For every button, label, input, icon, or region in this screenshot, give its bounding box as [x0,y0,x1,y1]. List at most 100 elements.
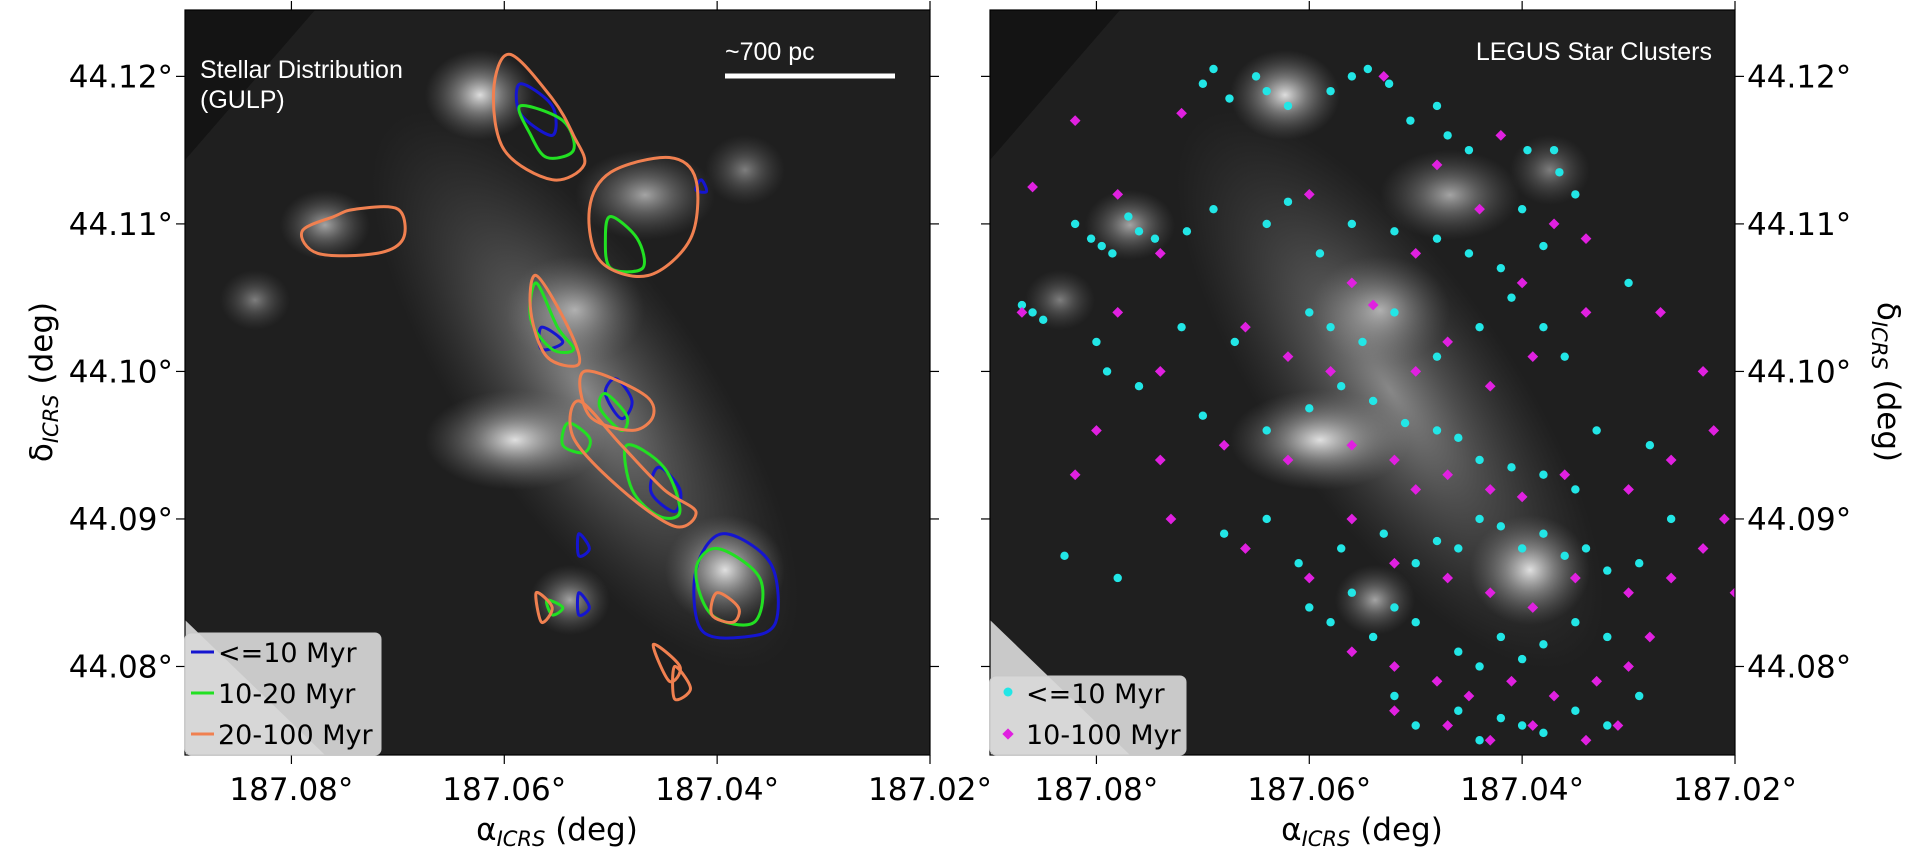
left-panel-title-line1: Stellar Distribution [200,56,403,84]
right-x-tick-label: 187.06° [1247,772,1371,808]
left-y-tick-label: 44.11° [69,207,173,243]
cluster-point-old [1463,690,1475,702]
right-panel-title: LEGUS Star Clusters [1476,38,1712,66]
cluster-point-young [1454,433,1463,443]
left-legend: <=10 Myr 10-20 Myr 20-100 Myr [184,632,382,756]
cluster-point-young [1390,227,1399,236]
cluster-point-young [1443,131,1452,140]
cluster-point-old [1091,425,1102,436]
cluster-point-old [1718,513,1730,525]
contour-old [587,155,700,278]
cluster-point-young [1603,632,1612,642]
cluster-point-old [1112,307,1124,318]
cluster-point-young [1496,632,1506,642]
cluster-point-young [1124,212,1133,221]
cluster-point-young [1539,322,1548,332]
cluster-point-old [1580,734,1592,746]
right-panel-background [990,10,1735,755]
cluster-point-old [1655,307,1666,318]
cluster-point-young [1347,588,1357,597]
cluster-point-young [1305,308,1314,317]
contour-old [671,664,693,702]
cluster-point-old [1612,720,1624,731]
cluster-point-young [1092,337,1101,347]
cluster-point-old [1665,454,1677,466]
cluster-point-young [1454,706,1463,715]
cluster-point-young [1624,278,1633,288]
cluster-point-young [1464,145,1474,155]
left-y-tick-label: 44.08° [69,649,173,685]
left-y-ticks: 44.08° 44.09° 44.10° 44.11° 44.12° [69,59,939,685]
contour-old [651,642,682,684]
cluster-point-young [1326,618,1335,627]
cluster-point-young [1560,352,1569,361]
cluster-point-young [1198,79,1208,88]
contour-old [528,274,582,368]
cluster-point-young [1496,522,1506,531]
cluster-point-young [1432,352,1442,361]
left-panel-title: Stellar Distribution (GULP) [200,56,410,114]
left-y-tick-label: 44.09° [69,502,173,538]
cluster-point-young [1539,470,1548,479]
cluster-point-young [1097,241,1106,251]
cluster-point-young [1517,544,1527,553]
left-y-axis-label: δICRS (deg) [24,302,63,462]
cluster-point-young [1411,721,1420,730]
cluster-point-young [1539,529,1548,538]
cluster-point-young [1496,713,1506,723]
cluster-point-old [1346,513,1358,525]
cluster-point-young [1539,640,1548,649]
cluster-point-young [1454,647,1463,656]
contour-mid [545,598,565,617]
left-x-axis-label: αICRS (deg) [476,812,638,851]
cluster-point-young [1108,249,1117,258]
cluster-point-young [1028,308,1037,317]
cluster-point-young [1379,529,1388,538]
cluster-point-young [1262,426,1271,435]
contour-young [514,82,558,137]
cluster-point-young [1539,728,1548,738]
right-x-tick-label: 187.04° [1460,772,1584,808]
cluster-point-young [1326,322,1335,332]
cluster-point-old [1346,277,1358,289]
cluster-point-old [1303,572,1315,584]
cluster-point-young [1337,544,1346,553]
cluster-point-young [1390,308,1399,317]
cluster-point-young [1283,101,1293,111]
cluster-point-old [1516,491,1528,503]
cluster-point-young [1464,249,1474,258]
left-x-tick-label: 187.02° [868,772,992,808]
cluster-point-old [1154,454,1166,466]
cluster-point-young [1384,79,1394,88]
cluster-point-young [1571,618,1580,627]
cluster-point-young [1102,367,1112,376]
right-legend-label-young: <=10 Myr [1026,679,1165,710]
cluster-point-young [1454,544,1463,553]
cluster-point-young [1432,101,1442,111]
cluster-point-young [1432,234,1442,243]
cluster-point-young [1523,145,1532,155]
cluster-point-young [1150,234,1160,243]
right-y-tick-label: 44.08° [1747,649,1851,685]
right-legend-label-old: 10-100 Myr [1026,720,1181,751]
right-y-ticks: 44.08° 44.09° 44.10° 44.11° 44.12° [981,59,1851,685]
cluster-point-young [1406,116,1415,125]
cluster-point-old [1346,646,1358,658]
cluster-point-young [1017,300,1027,310]
cluster-point-young [1209,64,1218,74]
cluster-point-old [1282,454,1294,466]
cluster-point-young [1475,322,1484,332]
cluster-point-young [1070,219,1080,229]
cluster-point-old [1346,439,1358,451]
cluster-point-young [1363,64,1373,74]
cluster-point-young [1113,573,1122,583]
cluster-point-young [1517,204,1527,214]
cluster-point-young [1039,315,1048,325]
cluster-point-young [1182,227,1192,236]
cluster-point-young [1086,234,1096,243]
right-legend-swatch-old [1002,728,1014,740]
right-y-tick-label: 44.11° [1747,207,1851,243]
cluster-point-young [1368,632,1378,642]
contour-old [534,590,554,624]
